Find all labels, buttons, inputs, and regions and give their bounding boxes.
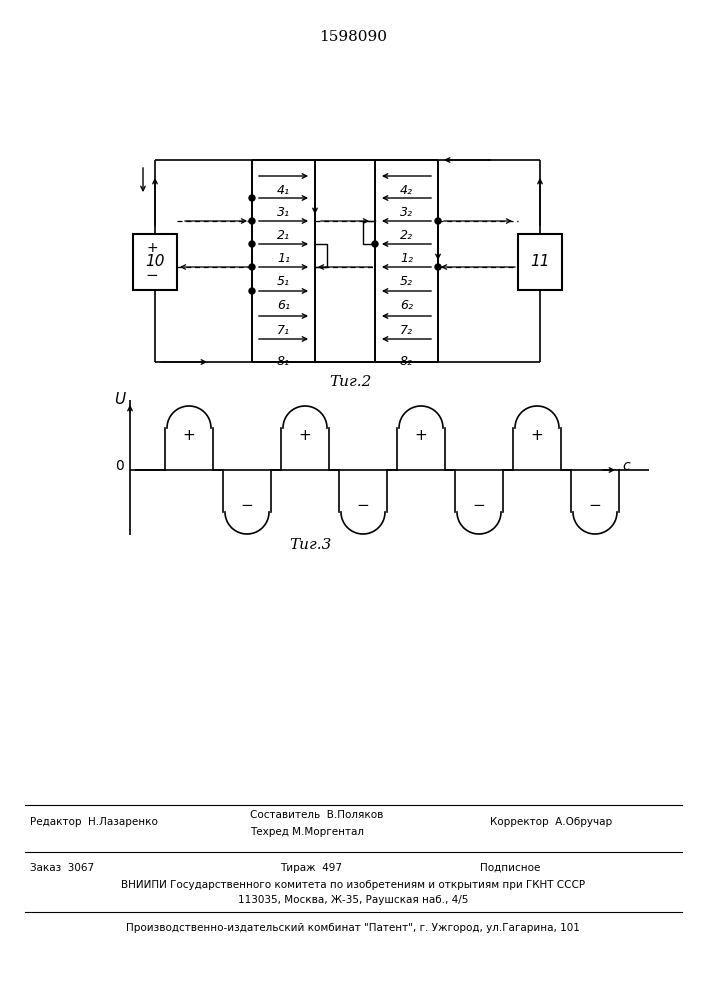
Text: −: − bbox=[240, 497, 253, 512]
Text: ВНИИПИ Государственного комитета по изобретениям и открытиям при ГКНТ СССР: ВНИИПИ Государственного комитета по изоб… bbox=[121, 880, 585, 890]
Text: 4₂: 4₂ bbox=[400, 184, 413, 197]
Text: 3₂: 3₂ bbox=[400, 206, 413, 219]
Text: Τиг.2: Τиг.2 bbox=[329, 375, 371, 389]
Text: 113035, Москва, Ж-35, Раушская наб., 4/5: 113035, Москва, Ж-35, Раушская наб., 4/5 bbox=[238, 895, 468, 905]
Text: 8₁: 8₁ bbox=[277, 355, 290, 368]
Text: −: − bbox=[589, 497, 602, 512]
Text: −: − bbox=[472, 497, 486, 512]
Text: +: + bbox=[298, 428, 311, 442]
Text: 0: 0 bbox=[115, 459, 124, 473]
Text: U: U bbox=[114, 392, 125, 408]
Text: 6₂: 6₂ bbox=[400, 299, 413, 312]
Text: 11: 11 bbox=[530, 254, 550, 269]
Text: Заказ  3067: Заказ 3067 bbox=[30, 863, 94, 873]
Circle shape bbox=[249, 264, 255, 270]
Text: Подписное: Подписное bbox=[480, 863, 540, 873]
Text: Техред М.Моргентал: Техред М.Моргентал bbox=[250, 827, 364, 837]
Text: Редактор  Н.Лазаренко: Редактор Н.Лазаренко bbox=[30, 817, 158, 827]
Text: Производственно-издательский комбинат "Патент", г. Ужгород, ул.Гагарина, 101: Производственно-издательский комбинат "П… bbox=[126, 923, 580, 933]
Text: 5₁: 5₁ bbox=[277, 275, 290, 288]
Circle shape bbox=[249, 288, 255, 294]
Text: +: + bbox=[414, 428, 427, 442]
Text: c: c bbox=[622, 459, 630, 473]
Text: 3₁: 3₁ bbox=[277, 206, 290, 219]
Text: 2₂: 2₂ bbox=[400, 229, 413, 242]
Text: 4₁: 4₁ bbox=[277, 184, 290, 197]
Circle shape bbox=[372, 241, 378, 247]
Text: Корректор  А.Обручар: Корректор А.Обручар bbox=[490, 817, 612, 827]
Text: 1598090: 1598090 bbox=[319, 30, 387, 44]
Text: +: + bbox=[182, 428, 195, 442]
Text: +: + bbox=[531, 428, 544, 442]
Text: 1₁: 1₁ bbox=[277, 252, 290, 265]
Circle shape bbox=[435, 264, 441, 270]
Text: 6₁: 6₁ bbox=[277, 299, 290, 312]
Text: 7₂: 7₂ bbox=[400, 324, 413, 337]
Text: 2₁: 2₁ bbox=[277, 229, 290, 242]
Text: Тираж  497: Тираж 497 bbox=[280, 863, 342, 873]
Text: −: − bbox=[356, 497, 369, 512]
Circle shape bbox=[249, 195, 255, 201]
Text: −: − bbox=[146, 268, 158, 283]
Text: 8₂: 8₂ bbox=[400, 355, 413, 368]
Bar bbox=[133, 233, 177, 290]
Text: 5₂: 5₂ bbox=[400, 275, 413, 288]
Text: Составитель  В.Поляков: Составитель В.Поляков bbox=[250, 810, 383, 820]
Text: 10: 10 bbox=[145, 254, 165, 269]
Bar bbox=[518, 233, 562, 290]
Text: +: + bbox=[146, 240, 158, 254]
Text: 7₁: 7₁ bbox=[277, 324, 290, 337]
Text: 1₂: 1₂ bbox=[400, 252, 413, 265]
Circle shape bbox=[249, 218, 255, 224]
Circle shape bbox=[435, 218, 441, 224]
Circle shape bbox=[249, 241, 255, 247]
Text: Τиг.3: Τиг.3 bbox=[289, 538, 331, 552]
